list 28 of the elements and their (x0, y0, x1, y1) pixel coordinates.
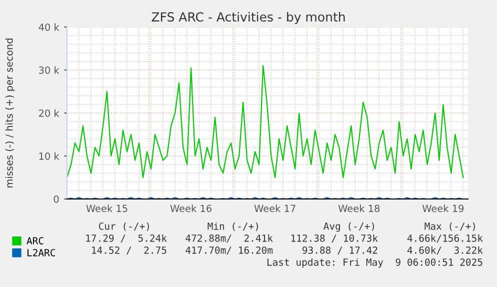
x-tick-label: Week 18 (338, 204, 380, 212)
text: Avg (-/+) (324, 222, 374, 232)
text: 112.38 / 10.73k (291, 234, 378, 243)
x-tick-label: Week 16 (170, 204, 212, 212)
y-tick-label: 20 k (38, 109, 60, 117)
text: Min (-/+) (208, 222, 258, 231)
text: 93.88 / 17.42 (302, 246, 378, 255)
x-tick-label: Week 15 (86, 204, 128, 212)
text: 417.70m/ 16.20m (186, 246, 273, 255)
line-series (67, 65, 464, 178)
chart-title: ZFS ARC - Activities - by month (152, 12, 345, 24)
text: 4.60k/ 3.22k (407, 246, 483, 255)
y-tick-label: 40 k (38, 23, 60, 31)
text: 472.88m/ 2.41k (186, 234, 273, 243)
legend-label: L2ARC (27, 248, 55, 256)
text: Max (-/+) (424, 222, 475, 231)
text: Cur (-/+) (98, 222, 149, 231)
x-tick-label: Week 19 (422, 204, 464, 212)
y-tick-label: 30 k (39, 66, 60, 74)
text: 4.66k/156.15k (407, 234, 483, 243)
x-tick-label: Week 17 (254, 204, 296, 212)
y-tick-label: 10 k (39, 152, 60, 160)
legend-label: ARC (26, 237, 44, 244)
text: Last update: Fri May 9 06:00:51 2025 (267, 258, 482, 268)
text: 17.29 / 5.24k (86, 234, 167, 243)
text: 14.52 / 2.75 (92, 246, 166, 255)
y-tick-label: 0 (54, 195, 59, 203)
y-axis-title: misses (-) / hits (+) per second (5, 38, 15, 188)
